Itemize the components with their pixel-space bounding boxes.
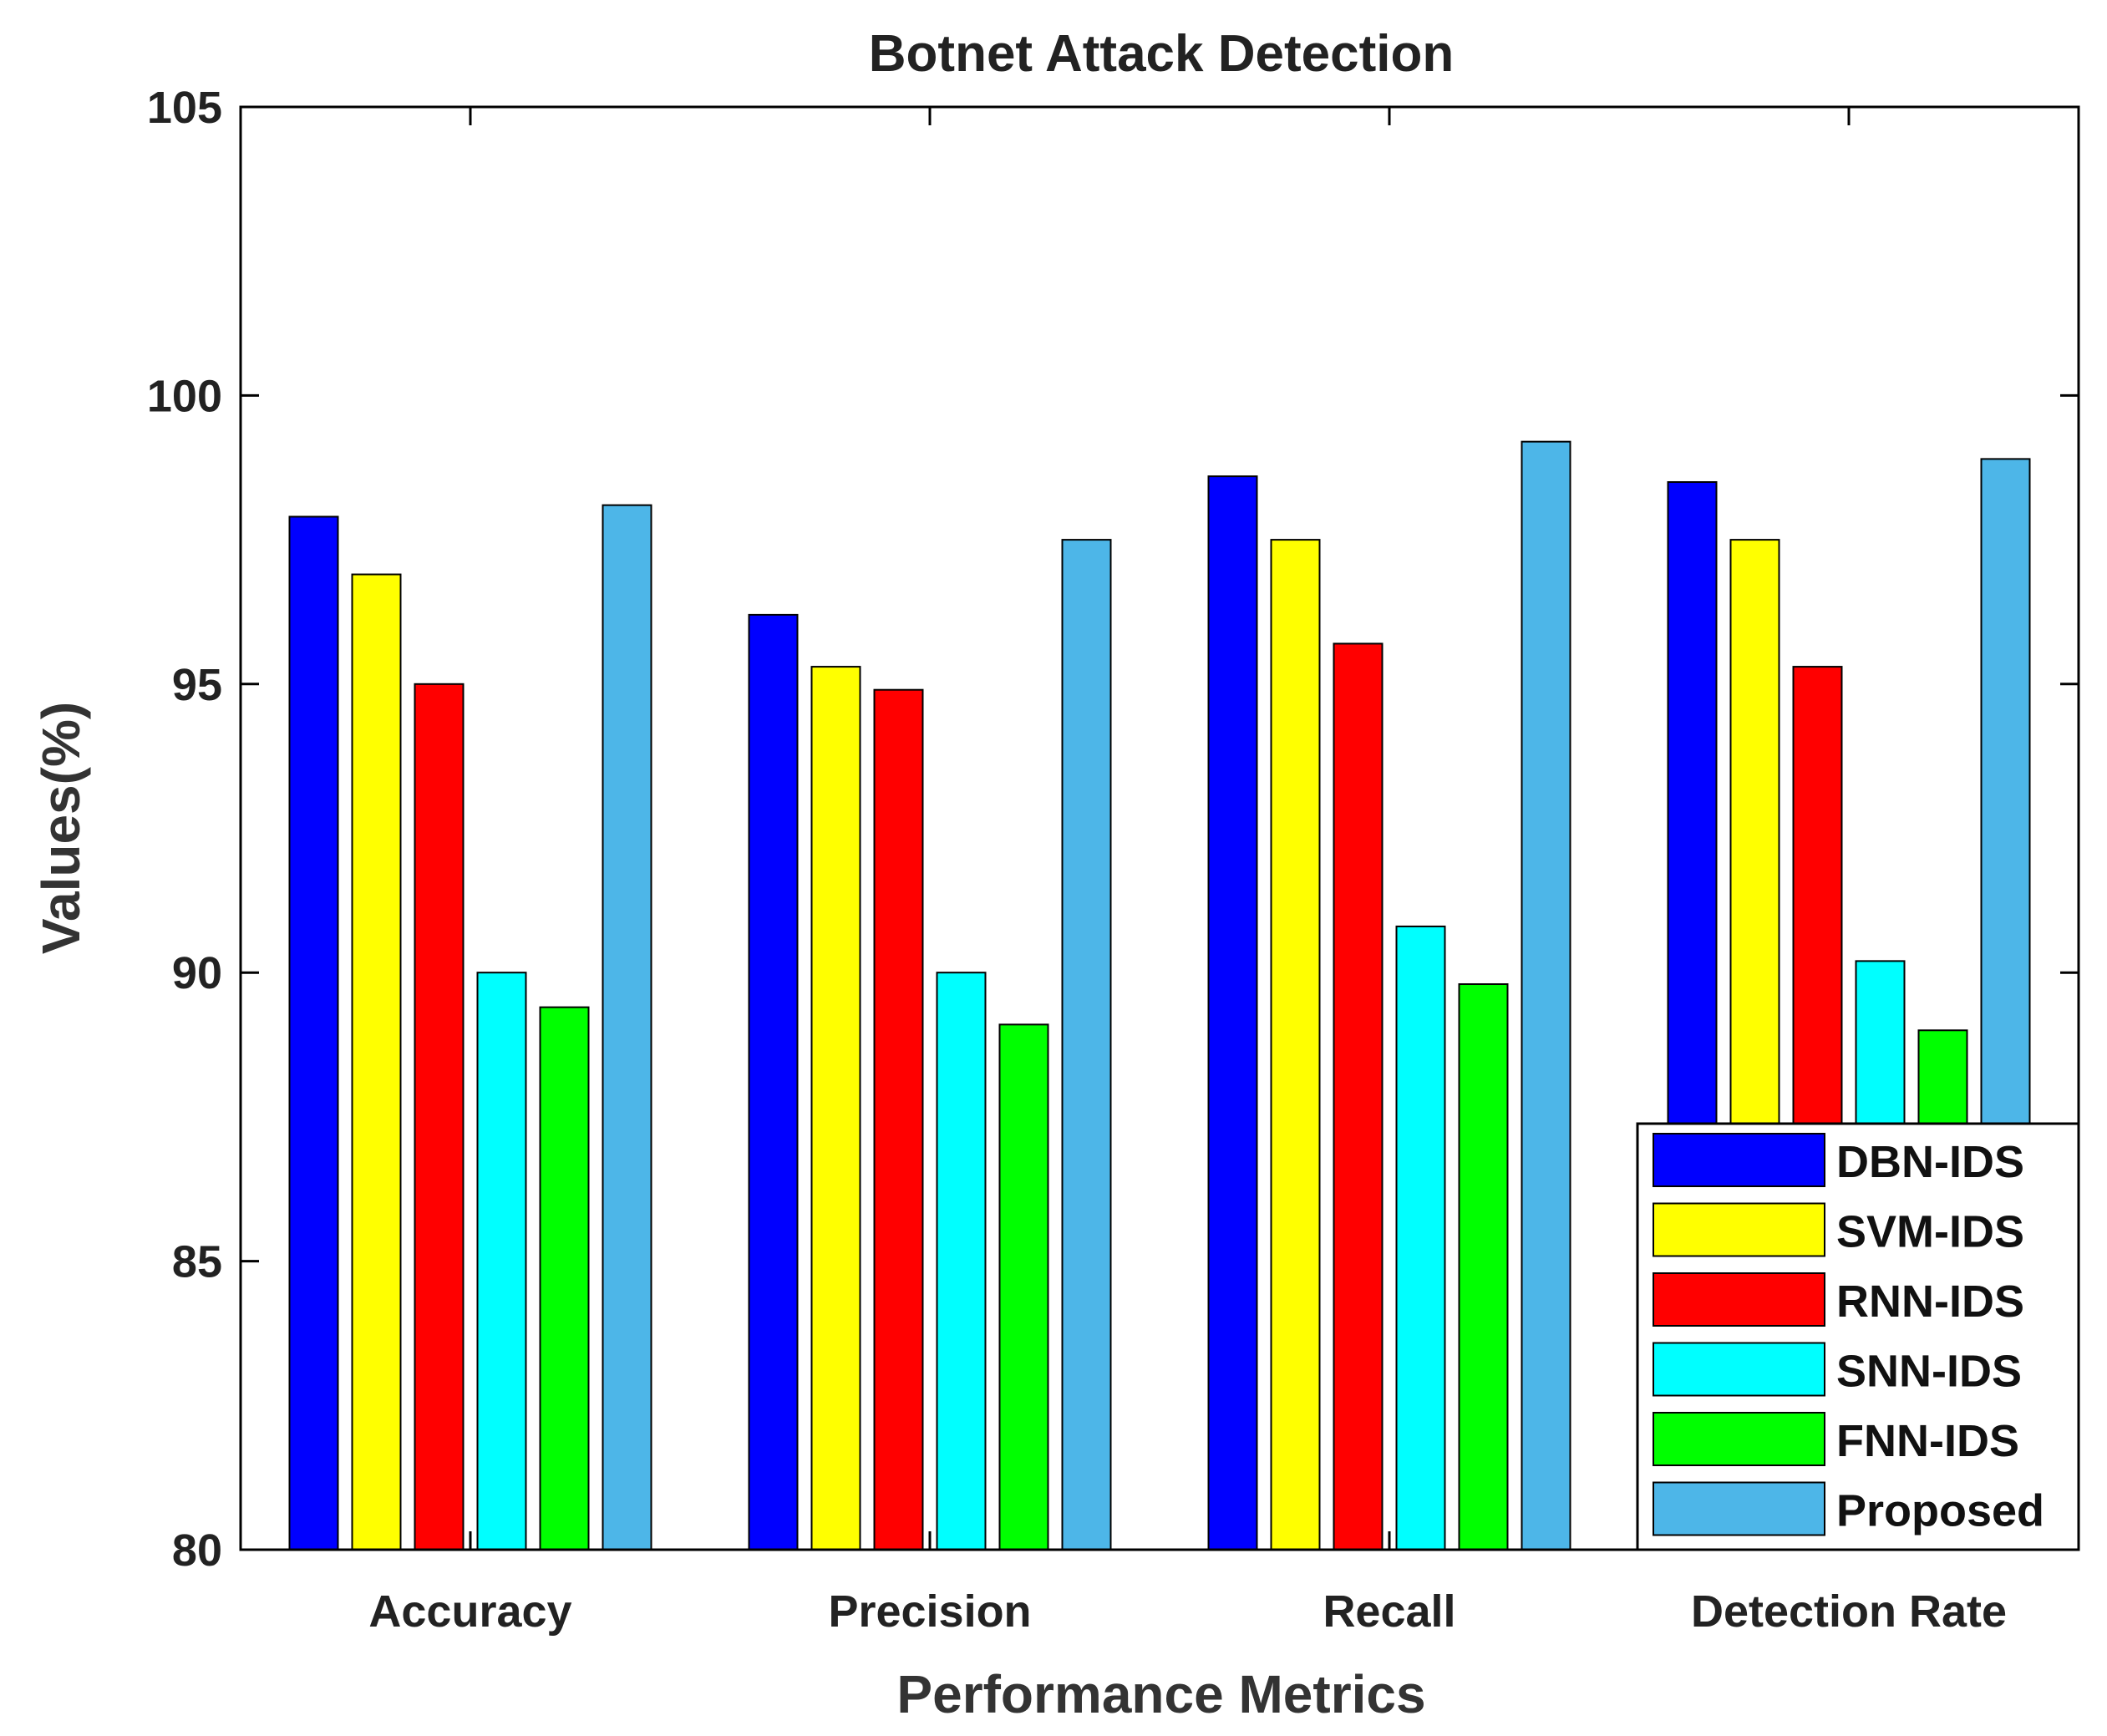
legend-swatch — [1653, 1481, 1825, 1536]
bar-svm-ids-precision — [810, 666, 861, 1551]
bar-proposed-accuracy — [602, 504, 652, 1551]
legend-box — [1636, 1122, 2080, 1551]
chart-title: Botnet Attack Detection — [869, 25, 1454, 83]
x-tick-label: Recall — [1323, 1586, 1455, 1637]
y-tick-label: 105 — [147, 83, 222, 133]
legend-swatch — [1653, 1202, 1825, 1257]
x-tick-label: Detection Rate — [1691, 1586, 2007, 1637]
bar-svm-ids-accuracy — [351, 573, 402, 1551]
legend-label: FNN-IDS — [1836, 1416, 2019, 1466]
legend-swatch — [1653, 1272, 1825, 1327]
bar-fnn-ids-precision — [998, 1023, 1049, 1551]
bar-rnn-ids-precision — [873, 688, 924, 1551]
bar-dbn-ids-precision — [748, 613, 799, 1551]
bar-dbn-ids-accuracy — [288, 515, 339, 1551]
bar-fnn-ids-recall — [1458, 983, 1509, 1551]
y-axis-label: Values(%) — [31, 702, 91, 954]
x-axis-label: Performance Metrics — [896, 1664, 1425, 1724]
legend-label: SNN-IDS — [1836, 1347, 2022, 1397]
legend-label: SVM-IDS — [1836, 1207, 2024, 1257]
legend-label: RNN-IDS — [1836, 1277, 2024, 1327]
bar-snn-ids-recall — [1395, 925, 1446, 1551]
bar-dbn-ids-recall — [1207, 475, 1258, 1551]
x-axis-ticks: Accuracy Precision Recall Detection Rate — [368, 107, 2007, 1637]
bar-proposed-recall — [1521, 440, 1571, 1551]
bar-proposed-precision — [1061, 539, 1112, 1551]
legend-swatch — [1653, 1342, 1825, 1397]
y-tick-label: 95 — [172, 660, 222, 710]
bar-fnn-ids-accuracy — [539, 1006, 590, 1551]
y-tick-label: 85 — [172, 1237, 222, 1287]
y-tick-label: 100 — [147, 371, 222, 421]
bar-snn-ids-accuracy — [476, 972, 527, 1551]
plot-frame — [239, 105, 2080, 1551]
y-tick-label: 90 — [172, 948, 222, 998]
x-tick-label: Accuracy — [368, 1586, 571, 1637]
legend-swatch — [1653, 1412, 1825, 1466]
bar-snn-ids-precision — [936, 972, 987, 1551]
legend-label: DBN-IDS — [1836, 1137, 2024, 1187]
bar-svm-ids-recall — [1270, 539, 1321, 1551]
bar-rnn-ids-recall — [1333, 642, 1384, 1551]
legend-label: Proposed — [1836, 1486, 2044, 1536]
x-tick-label: Precision — [828, 1586, 1031, 1637]
y-tick-label: 80 — [172, 1525, 222, 1576]
bar-rnn-ids-accuracy — [414, 683, 465, 1551]
legend-swatch — [1653, 1133, 1825, 1187]
legend: DBN-IDS SVM-IDS RNN-IDS SNN-IDS FNN-IDS Propo… — [1636, 1122, 2080, 1551]
y-axis-ticks: 80 85 90 95 100 105 — [147, 83, 2079, 1576]
